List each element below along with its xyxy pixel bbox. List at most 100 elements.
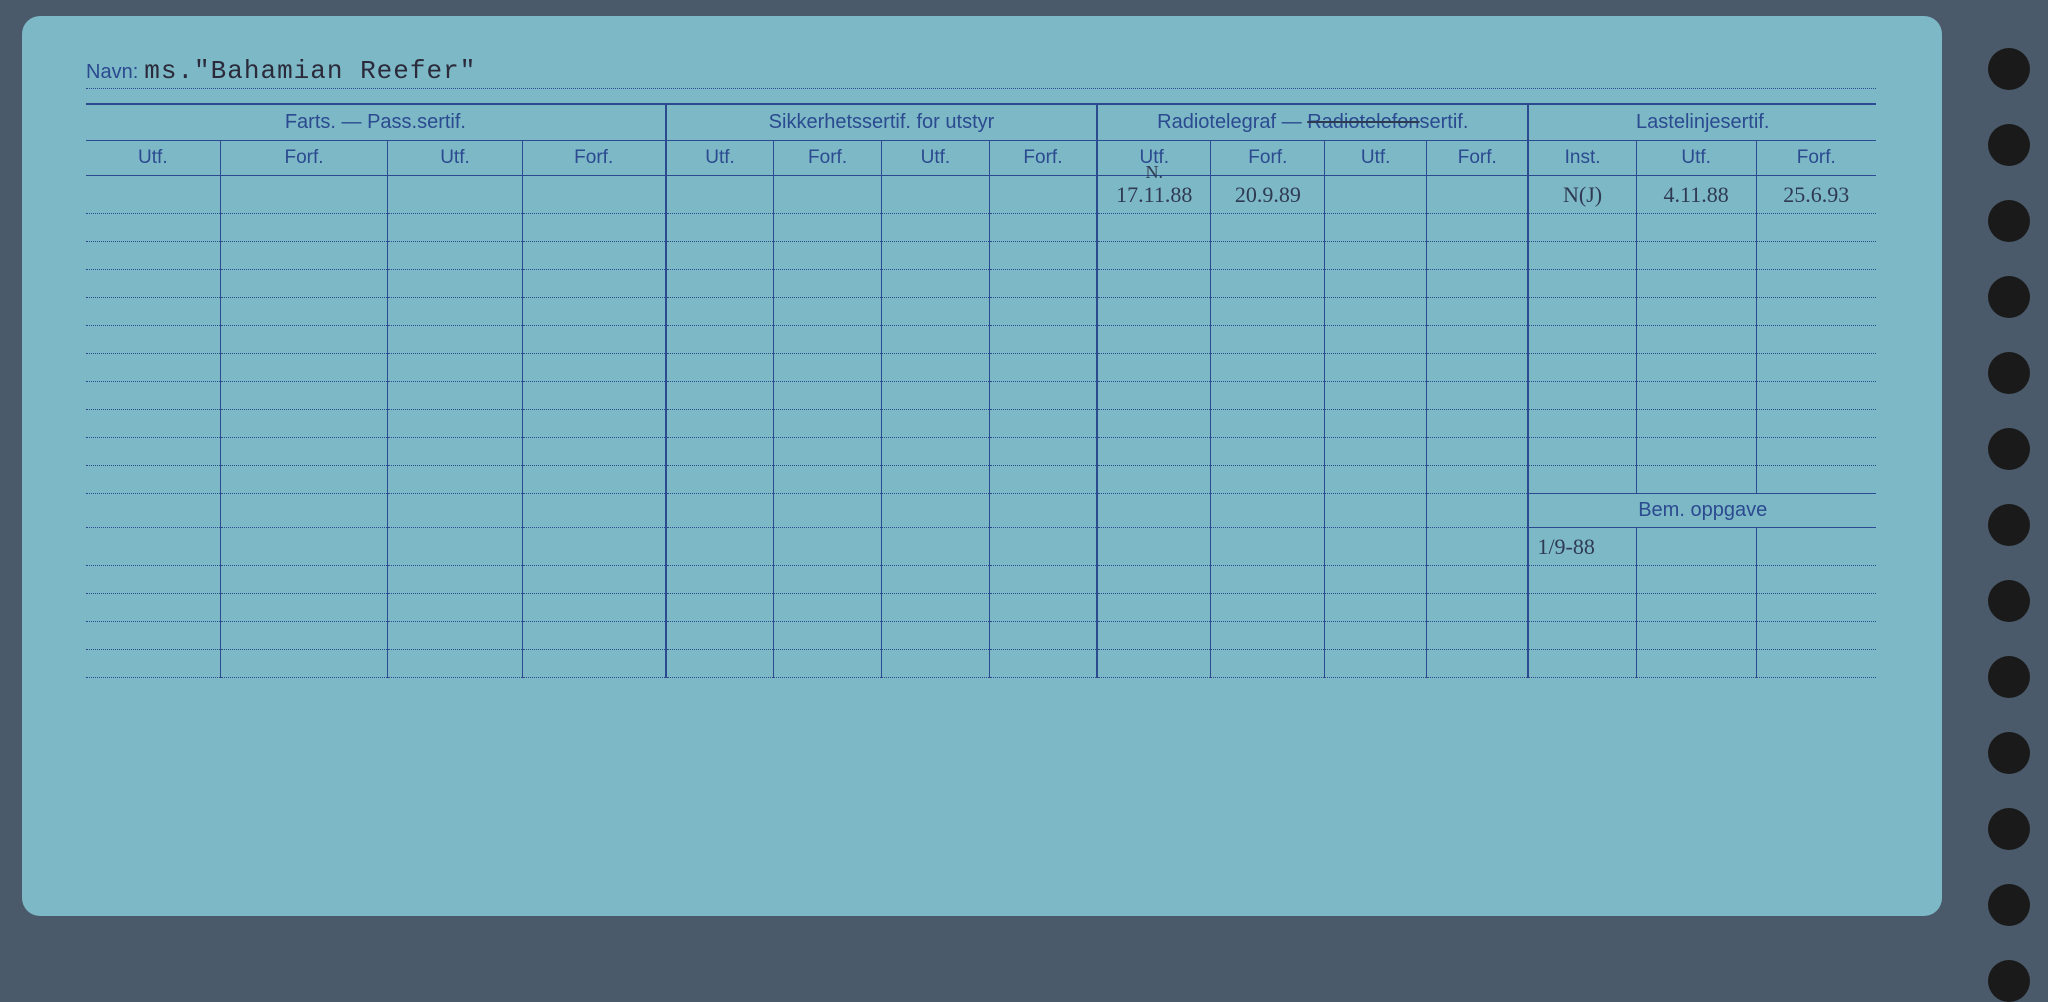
cell xyxy=(666,242,774,270)
cell xyxy=(1325,242,1427,270)
cell xyxy=(774,438,882,466)
cell xyxy=(1097,494,1211,528)
cell xyxy=(1211,494,1325,528)
cell xyxy=(1528,382,1636,410)
cell xyxy=(388,298,522,326)
col-forf: Forf. xyxy=(989,141,1097,176)
punch-hole xyxy=(1988,504,2030,546)
cell xyxy=(220,566,388,594)
cell xyxy=(989,214,1097,242)
cell xyxy=(989,176,1097,214)
cell xyxy=(1097,622,1211,650)
table-row xyxy=(86,466,1876,494)
name-row: Navn: ms."Bahamian Reefer" xyxy=(86,56,1876,89)
cell xyxy=(666,566,774,594)
cell xyxy=(774,466,882,494)
table-row xyxy=(86,298,1876,326)
cell xyxy=(1427,410,1529,438)
cell xyxy=(881,566,989,594)
cell xyxy=(220,176,388,214)
cell xyxy=(1756,382,1876,410)
cell xyxy=(666,466,774,494)
cell xyxy=(1325,650,1427,678)
cell xyxy=(1427,354,1529,382)
cell xyxy=(1528,298,1636,326)
bem-cell xyxy=(1528,566,1636,594)
punch-hole xyxy=(1988,352,2030,394)
cell xyxy=(1427,298,1529,326)
cell xyxy=(1211,214,1325,242)
cell xyxy=(1528,438,1636,466)
cell xyxy=(522,494,666,528)
cell xyxy=(1211,650,1325,678)
cell xyxy=(522,298,666,326)
cell xyxy=(522,382,666,410)
cell xyxy=(774,354,882,382)
cell xyxy=(220,354,388,382)
cell xyxy=(989,382,1097,410)
cell xyxy=(220,382,388,410)
cell xyxy=(1097,214,1211,242)
cell xyxy=(881,354,989,382)
cell xyxy=(774,326,882,354)
cell xyxy=(774,176,882,214)
cell xyxy=(1756,242,1876,270)
cell xyxy=(388,176,522,214)
cell xyxy=(989,410,1097,438)
cell xyxy=(1211,382,1325,410)
cell xyxy=(522,528,666,566)
cell xyxy=(1097,650,1211,678)
bem-oppgave-header: Bem. oppgave xyxy=(1528,494,1876,528)
cell xyxy=(1427,528,1529,566)
cell xyxy=(388,410,522,438)
cell xyxy=(220,242,388,270)
col-forf: Forf. xyxy=(1427,141,1529,176)
cell xyxy=(1528,410,1636,438)
cell xyxy=(881,622,989,650)
cell xyxy=(388,528,522,566)
cell xyxy=(1756,438,1876,466)
cell xyxy=(220,622,388,650)
col-utf: Utf. xyxy=(388,141,522,176)
cell xyxy=(86,622,220,650)
cell xyxy=(522,270,666,298)
cell xyxy=(522,410,666,438)
cell xyxy=(388,622,522,650)
cell xyxy=(774,494,882,528)
index-card: Navn: ms."Bahamian Reefer" Farts. — Pass… xyxy=(22,16,1942,916)
cell xyxy=(220,494,388,528)
cell xyxy=(989,242,1097,270)
punch-hole xyxy=(1988,580,2030,622)
cell xyxy=(881,438,989,466)
cell xyxy=(522,594,666,622)
cell xyxy=(666,176,774,214)
cell xyxy=(1636,214,1756,242)
cell xyxy=(1325,298,1427,326)
cell xyxy=(989,528,1097,566)
col-utf: Utf. xyxy=(666,141,774,176)
cell: 25.6.93 xyxy=(1756,176,1876,214)
cell: 20.9.89 xyxy=(1211,176,1325,214)
cell xyxy=(388,354,522,382)
cell xyxy=(1756,270,1876,298)
cell xyxy=(388,566,522,594)
cell xyxy=(1325,176,1427,214)
table-row xyxy=(86,438,1876,466)
cell xyxy=(1636,466,1756,494)
cell xyxy=(774,528,882,566)
cell xyxy=(1325,410,1427,438)
col-utf: Utf. xyxy=(86,141,220,176)
cell xyxy=(220,528,388,566)
cell xyxy=(86,326,220,354)
cell xyxy=(666,298,774,326)
cell xyxy=(1097,566,1211,594)
cell xyxy=(1636,326,1756,354)
cell xyxy=(1427,566,1529,594)
cell xyxy=(1211,270,1325,298)
cell xyxy=(1097,242,1211,270)
punch-hole xyxy=(1988,276,2030,318)
cell xyxy=(1097,438,1211,466)
cell xyxy=(1211,528,1325,566)
cell xyxy=(1097,326,1211,354)
cell xyxy=(388,438,522,466)
